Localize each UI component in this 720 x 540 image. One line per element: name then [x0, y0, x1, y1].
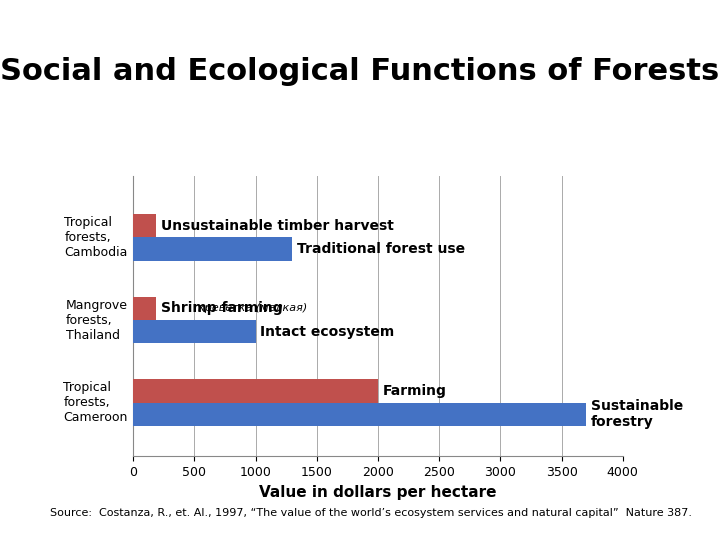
Text: Unsustainable timber harvest: Unsustainable timber harvest	[161, 219, 395, 233]
Text: Social and Ecological Functions of Forests: Social and Ecological Functions of Fores…	[1, 57, 719, 86]
Bar	[133, 297, 156, 320]
Text: Farming: Farming	[383, 384, 447, 398]
Text: Traditional forest use: Traditional forest use	[297, 242, 465, 256]
X-axis label: Value in dollars per hectare: Value in dollars per hectare	[259, 484, 497, 500]
Text: Source:  Costanza, R., et. Al., 1997, “The value of the world’s ecosystem servic: Source: Costanza, R., et. Al., 1997, “Th…	[50, 508, 693, 518]
Bar	[133, 214, 156, 238]
Text: Sustainable
forestry: Sustainable forestry	[591, 399, 683, 429]
Bar	[133, 320, 256, 343]
Text: Shrimp farming: Shrimp farming	[161, 301, 283, 315]
Text: креветка (мелкая): креветка (мелкая)	[198, 303, 307, 313]
Bar	[133, 403, 586, 426]
Bar	[133, 238, 292, 261]
Bar	[133, 380, 378, 403]
Text: Intact ecosystem: Intact ecosystem	[261, 325, 395, 339]
